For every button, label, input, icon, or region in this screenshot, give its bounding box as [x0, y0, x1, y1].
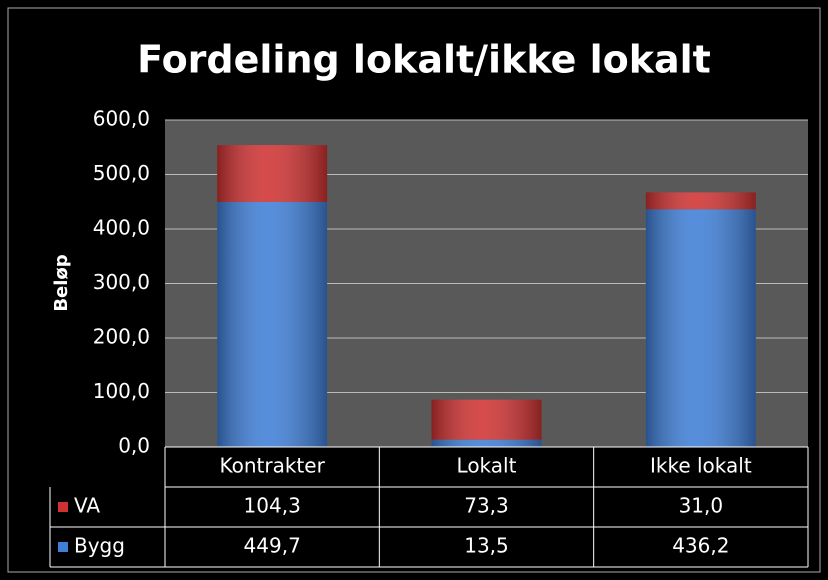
data-label: 436,2 [672, 534, 729, 558]
y-tick-label: 200,0 [93, 325, 150, 349]
frame [7, 7, 821, 573]
x-tick-label: Lokalt [457, 454, 517, 478]
legend-label: Bygg [74, 534, 125, 558]
data-label: 73,3 [464, 494, 509, 518]
data-label: 31,0 [679, 494, 724, 518]
y-tick-label: 500,0 [93, 161, 150, 185]
bar-shade [645, 209, 756, 447]
legend-swatch [58, 502, 68, 512]
chart-title: Fordeling lokalt/ikke lokalt [137, 38, 711, 82]
y-tick-label: 300,0 [93, 270, 150, 294]
x-tick-label: Kontrakter [220, 454, 326, 478]
data-label: 104,3 [244, 494, 301, 518]
bar-shade [431, 439, 542, 447]
y-tick-label: 600,0 [93, 107, 150, 131]
bar-shade [217, 201, 328, 447]
bar-shade [431, 399, 542, 440]
bar-shade [217, 145, 328, 202]
data-label: 449,7 [244, 534, 301, 558]
legend-label: VA [74, 494, 100, 518]
bar-shade [645, 192, 756, 210]
legend-swatch [58, 542, 68, 552]
y-tick-label: 0,0 [118, 434, 150, 458]
data-label: 13,5 [464, 534, 509, 558]
y-tick-label: 100,0 [93, 379, 150, 403]
x-tick-label: Ikke lokalt [650, 454, 752, 478]
y-tick-label: 400,0 [93, 216, 150, 240]
y-axis-label: Beløp [51, 254, 72, 311]
